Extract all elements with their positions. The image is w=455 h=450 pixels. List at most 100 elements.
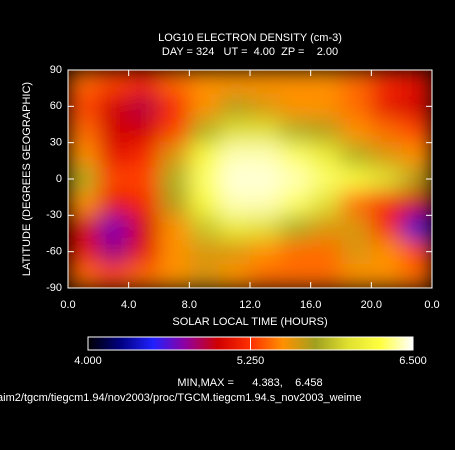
heat-cell bbox=[98, 118, 130, 144]
heat-cell bbox=[159, 94, 190, 119]
heat-cell bbox=[280, 142, 312, 168]
y-tick-label: -30 bbox=[46, 209, 62, 221]
heat-cell bbox=[128, 70, 160, 95]
x-tick-label: 20.0 bbox=[361, 299, 382, 311]
heat-cell bbox=[250, 191, 281, 216]
y-tick-label: 90 bbox=[50, 64, 62, 76]
heat-cell bbox=[250, 142, 281, 168]
heat-cell bbox=[341, 166, 372, 192]
heat-cell bbox=[310, 215, 342, 241]
heat-cell bbox=[159, 142, 190, 168]
heat-cell bbox=[128, 215, 160, 241]
y-tick-label: 60 bbox=[50, 100, 62, 112]
y-axis-label: LATITUDE (DEGREES GEOGRAPHIC) bbox=[21, 82, 33, 276]
heat-cell bbox=[189, 142, 221, 168]
heat-cell bbox=[159, 70, 190, 95]
heat-cell bbox=[189, 118, 221, 144]
heat-cell bbox=[310, 118, 342, 144]
x-tick-label: 16.0 bbox=[300, 299, 321, 311]
heat-cell bbox=[250, 263, 281, 288]
heat-cell bbox=[341, 142, 372, 168]
heat-cell bbox=[98, 94, 130, 119]
heat-cell bbox=[219, 142, 251, 168]
heat-cell bbox=[280, 263, 312, 288]
heat-cell bbox=[128, 191, 160, 216]
heat-cell bbox=[219, 215, 251, 241]
heat-cell bbox=[310, 70, 342, 95]
heat-cell bbox=[341, 70, 372, 95]
heat-cell bbox=[128, 118, 160, 144]
x-tick-label: 4.0 bbox=[121, 299, 136, 311]
heat-cell bbox=[68, 118, 99, 144]
colorbar-tick-label: 5.250 bbox=[237, 355, 265, 367]
heat-cell bbox=[189, 166, 221, 192]
heat-cell bbox=[128, 94, 160, 119]
heat-cell bbox=[68, 191, 99, 216]
heat-cell bbox=[189, 215, 221, 241]
heat-cell bbox=[219, 70, 251, 95]
heat-cell bbox=[219, 118, 251, 144]
heat-cell bbox=[68, 142, 99, 168]
heat-cell bbox=[68, 263, 99, 288]
x-tick-label: 0.0 bbox=[424, 299, 439, 311]
heat-cell bbox=[219, 94, 251, 119]
heat-cell bbox=[128, 142, 160, 168]
heat-cell bbox=[371, 191, 403, 216]
heat-cell bbox=[250, 239, 281, 265]
heat-cell bbox=[341, 239, 372, 265]
heat-cell bbox=[401, 263, 432, 288]
heat-cell bbox=[280, 215, 312, 241]
heat-cell bbox=[310, 239, 342, 265]
heat-cell bbox=[98, 239, 130, 265]
heat-cell bbox=[280, 94, 312, 119]
heat-cell bbox=[159, 239, 190, 265]
heat-cell bbox=[371, 263, 403, 288]
heat-cell bbox=[159, 118, 190, 144]
heat-cell bbox=[189, 239, 221, 265]
colorbar-tick-label: 4.000 bbox=[74, 355, 102, 367]
heat-cell bbox=[68, 70, 99, 95]
heat-cell bbox=[371, 215, 403, 241]
heat-cell bbox=[189, 191, 221, 216]
heat-cell bbox=[280, 70, 312, 95]
heat-cell bbox=[401, 191, 432, 216]
y-tick-label: -60 bbox=[46, 246, 62, 258]
y-tick-label: -90 bbox=[46, 282, 62, 294]
heat-cell bbox=[189, 263, 221, 288]
heat-cell bbox=[98, 263, 130, 288]
file-path: /aim2/tgcm/tiegcm1.94/nov2003/proc/TGCM.… bbox=[0, 392, 361, 404]
heat-cell bbox=[68, 215, 99, 241]
chart-title: LOG10 ELECTRON DENSITY (cm-3) bbox=[158, 32, 342, 44]
minmax-text: MIN,MAX = 4.383, 6.458 bbox=[177, 377, 322, 389]
heat-cell bbox=[310, 191, 342, 216]
y-tick-label: 0 bbox=[56, 173, 62, 185]
heat-cell bbox=[98, 215, 130, 241]
plot-clip bbox=[68, 70, 432, 288]
heat-cell bbox=[98, 70, 130, 95]
heat-cell bbox=[371, 166, 403, 192]
heat-cell bbox=[128, 239, 160, 265]
chart-subtitle: DAY = 324 UT = 4.00 ZP = 2.00 bbox=[162, 46, 338, 58]
heat-cell bbox=[371, 118, 403, 144]
heat-cell bbox=[189, 94, 221, 119]
heat-cell bbox=[219, 263, 251, 288]
heat-cell bbox=[341, 94, 372, 119]
heat-cell bbox=[98, 166, 130, 192]
heat-cell bbox=[128, 166, 160, 192]
y-tick-label: 30 bbox=[50, 137, 62, 149]
heat-cell bbox=[250, 118, 281, 144]
heat-cell bbox=[401, 215, 432, 241]
heat-cell bbox=[310, 142, 342, 168]
heat-cell bbox=[371, 70, 403, 95]
heat-cell bbox=[250, 70, 281, 95]
heat-cell bbox=[401, 70, 432, 95]
heat-cell bbox=[280, 118, 312, 144]
heat-cell bbox=[128, 263, 160, 288]
heat-cell bbox=[310, 94, 342, 119]
heat-cell bbox=[159, 191, 190, 216]
x-tick-label: 12.0 bbox=[239, 299, 260, 311]
heat-cell bbox=[98, 142, 130, 168]
heat-cell bbox=[280, 191, 312, 216]
heat-cell bbox=[341, 118, 372, 144]
